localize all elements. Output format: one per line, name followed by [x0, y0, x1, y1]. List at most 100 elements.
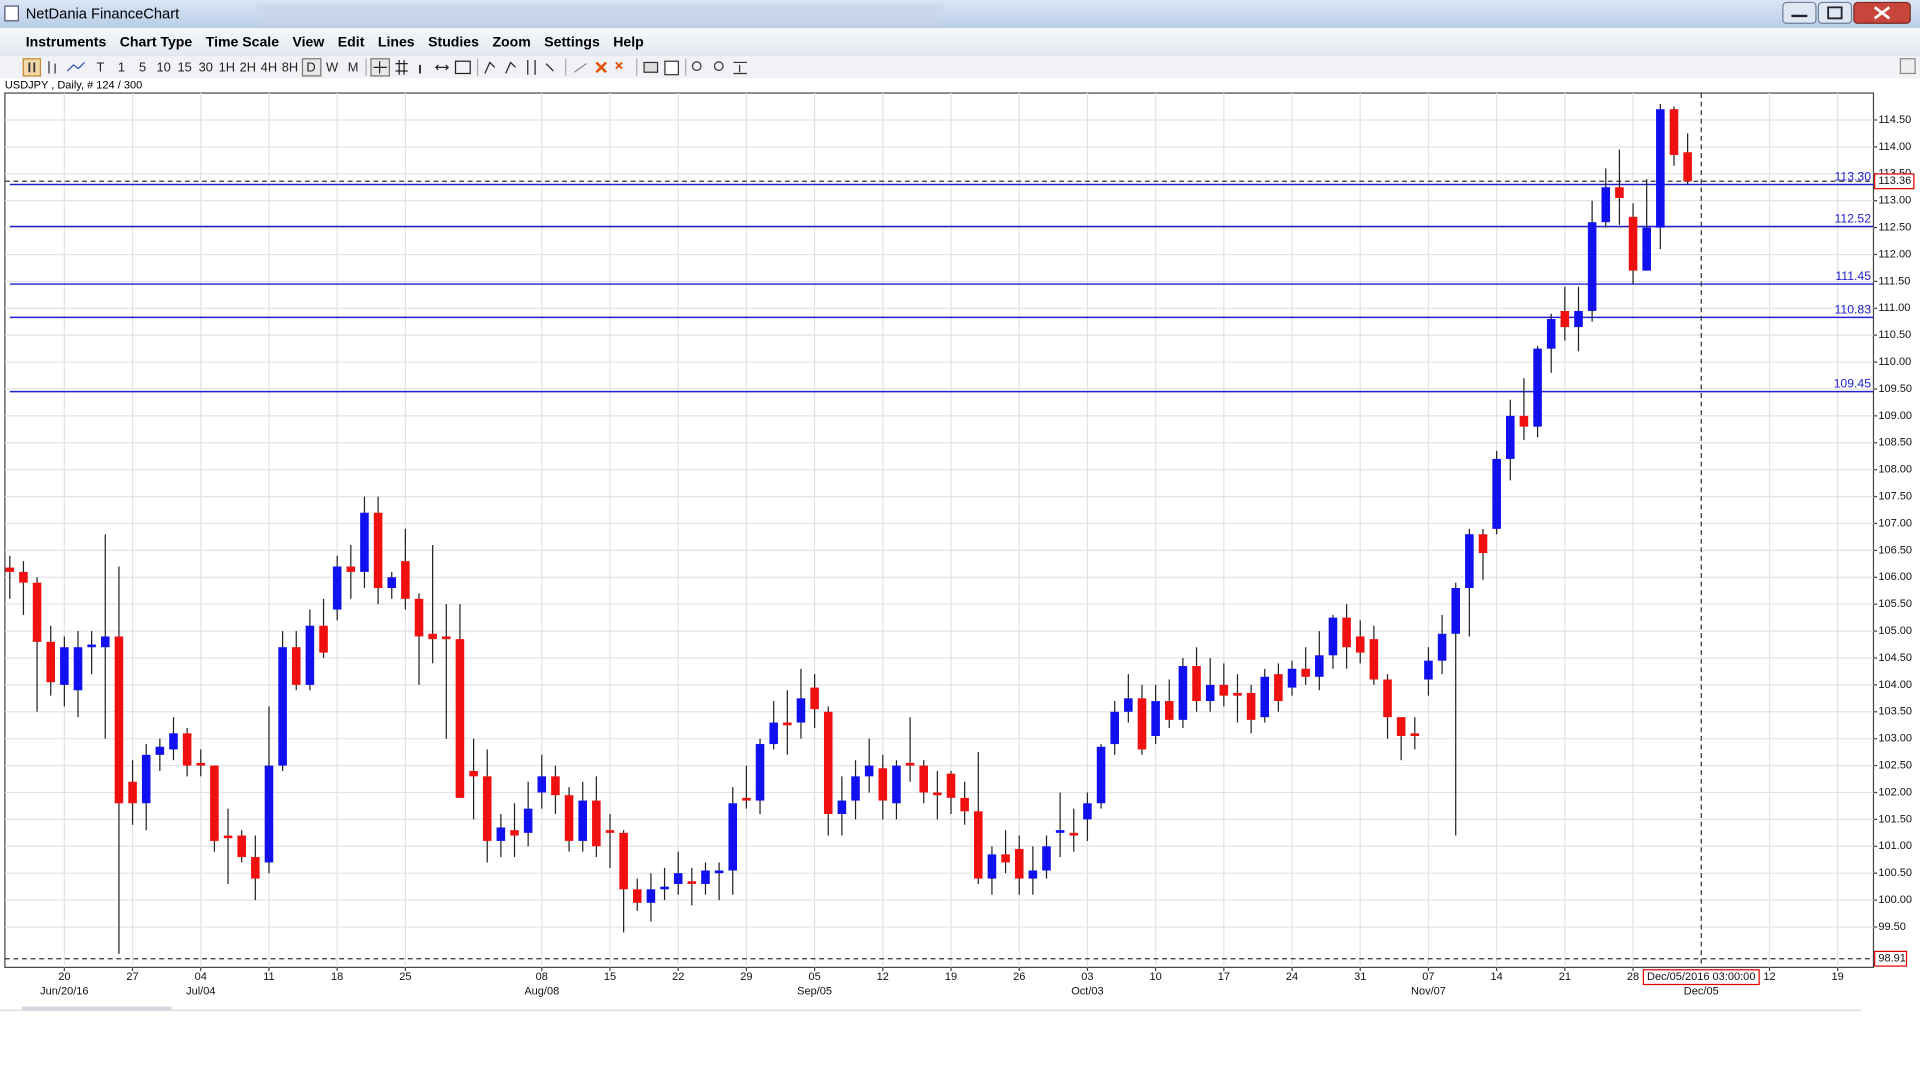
- candle-body: [1506, 415, 1515, 459]
- panel-toggle[interactable]: [1899, 58, 1916, 75]
- candle-body: [960, 797, 969, 812]
- background-tabs: [257, 3, 943, 26]
- x-tick-label: 20: [58, 971, 70, 983]
- candle-body: [155, 746, 165, 755]
- timeframe-button[interactable]: 1H: [219, 59, 235, 74]
- candle-body: [632, 889, 642, 903]
- y-tick-label: 108.00: [1878, 464, 1912, 476]
- candle-body: [919, 765, 929, 793]
- menu-item[interactable]: Settings: [544, 34, 600, 50]
- candle-body: [455, 639, 465, 798]
- candle-body: [1001, 854, 1010, 863]
- candle-body: [864, 765, 874, 777]
- x-major-label: Sep/05: [797, 986, 832, 998]
- menu-item[interactable]: Zoom: [492, 34, 530, 50]
- toolbar-icon[interactable]: [595, 61, 607, 74]
- y-tick-label: 107.50: [1878, 490, 1912, 502]
- timeframe-button[interactable]: 4H: [261, 59, 277, 74]
- candle-body: [73, 647, 83, 691]
- minimize-button[interactable]: [1782, 1, 1817, 24]
- y-tick-label: 103.00: [1878, 733, 1912, 745]
- menu-item[interactable]: Help: [613, 34, 644, 50]
- candle-body: [1328, 617, 1338, 656]
- timeframe-button[interactable]: 30: [199, 59, 213, 74]
- menu-item[interactable]: Instruments: [26, 34, 107, 50]
- timeframe-button[interactable]: T: [96, 59, 104, 74]
- candle-body: [169, 733, 178, 750]
- toolbar-icon[interactable]: [713, 61, 724, 72]
- candle-body: [510, 830, 519, 836]
- candle-body: [1028, 870, 1038, 879]
- timeframe-button[interactable]: 5: [139, 59, 146, 74]
- candle-body: [469, 770, 478, 777]
- candle-body: [291, 647, 301, 685]
- x-tick-label: 19: [945, 971, 957, 983]
- toolbar-icon[interactable]: [22, 58, 42, 77]
- candle-body: [1601, 187, 1611, 223]
- menu-item[interactable]: View: [293, 34, 325, 50]
- timeframe-button[interactable]: 1: [118, 59, 125, 74]
- candle-body: [482, 776, 492, 841]
- x-major-label: Dec/05: [1684, 986, 1719, 998]
- menu-item[interactable]: Time Scale: [206, 34, 279, 50]
- candle-body: [1587, 222, 1597, 311]
- toolbar-icon[interactable]: [691, 61, 702, 72]
- scrollbar[interactable]: [22, 1006, 172, 1011]
- toolbar-icon[interactable]: [573, 63, 587, 73]
- candle-body: [1315, 655, 1324, 677]
- x-major-label: Oct/03: [1071, 986, 1103, 998]
- menu-item[interactable]: Lines: [378, 34, 415, 50]
- last-price-label: 113.36: [1878, 175, 1911, 187]
- timeframe-button[interactable]: 2H: [240, 59, 256, 74]
- toolbar-icon[interactable]: [373, 61, 387, 74]
- axes: 99.50 100.00 100.50 101.00 101.50 102.00 102.5…: [40, 114, 1915, 998]
- toolbar-icon[interactable]: [664, 60, 679, 76]
- timeframe-button[interactable]: W: [326, 59, 339, 74]
- timeframe-button[interactable]: 10: [156, 59, 170, 74]
- maximize-button[interactable]: [1817, 1, 1853, 24]
- menu-item[interactable]: Edit: [338, 34, 365, 50]
- level-label: 112.52: [1835, 211, 1872, 225]
- menu-item[interactable]: Studies: [428, 34, 479, 50]
- toolbar-icon[interactable]: [615, 61, 623, 70]
- toolbar-icon[interactable]: [454, 60, 471, 75]
- toolbar-icon[interactable]: [435, 64, 450, 71]
- window-title: NetDania FinanceChart: [26, 7, 179, 23]
- toolbar-icon[interactable]: [48, 61, 56, 74]
- x-tick-label: 10: [1149, 971, 1161, 983]
- candle-body: [1546, 319, 1556, 349]
- timeframe-button[interactable]: 15: [178, 59, 192, 74]
- menu-item[interactable]: Chart Type: [120, 34, 193, 50]
- timeframe-button[interactable]: 8H: [282, 59, 298, 74]
- candle-body: [905, 762, 915, 766]
- candle-body: [1192, 666, 1201, 702]
- menu-bar: [0, 28, 1920, 57]
- toolbar-icon[interactable]: [395, 60, 408, 75]
- timeframe-button[interactable]: M: [348, 59, 359, 74]
- candle-body: [182, 733, 192, 766]
- candle-body: [728, 803, 738, 871]
- candle-body: [1219, 684, 1229, 696]
- candle-body: [933, 792, 942, 796]
- candle-body: [605, 830, 615, 833]
- candle-body: [264, 765, 274, 863]
- candle-body: [19, 571, 28, 583]
- candle-body: [100, 636, 110, 648]
- toolbar-icon[interactable]: [66, 62, 85, 72]
- candle-body: [428, 633, 437, 640]
- timeframe-button[interactable]: D: [306, 59, 315, 74]
- toolbar-icon[interactable]: [643, 61, 659, 73]
- x-tick-label: 12: [877, 971, 889, 983]
- candle-body: [564, 795, 574, 841]
- toolbar-icon[interactable]: [733, 61, 747, 75]
- app-icon: [4, 5, 19, 22]
- toolbar-icon[interactable]: [484, 60, 554, 75]
- candle-body: [1096, 746, 1106, 804]
- candle-body: [414, 598, 424, 637]
- toolbar: [0, 56, 1920, 79]
- candle-body: [1246, 692, 1256, 720]
- x-tick-label: 12: [1763, 971, 1775, 983]
- x-tick-label: 31: [1354, 971, 1366, 983]
- candle-body: [1383, 679, 1392, 718]
- y-tick-label: 109.50: [1878, 383, 1912, 395]
